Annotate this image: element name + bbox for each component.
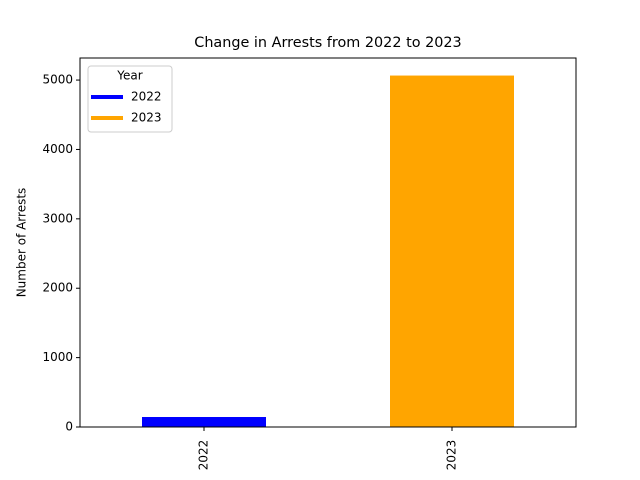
legend-label: 2022 — [131, 90, 162, 104]
legend-title: Year — [116, 69, 142, 83]
x-tick-label: 2023 — [445, 440, 459, 471]
y-tick-label: 2000 — [42, 281, 73, 295]
y-tick-label: 3000 — [42, 211, 73, 225]
bar — [142, 417, 266, 427]
bar — [390, 75, 514, 428]
y-tick-label: 5000 — [42, 73, 73, 87]
x-tick-label: 2022 — [197, 440, 211, 471]
legend-box — [87, 65, 173, 133]
chart-title: Change in Arrests from 2022 to 2023 — [194, 35, 461, 51]
y-axis-label: Number of Arrests — [15, 188, 29, 298]
legend-label: 2023 — [131, 111, 162, 125]
y-tick-label: 0 — [65, 420, 73, 434]
plot-frame — [79, 57, 577, 428]
y-tick-label: 4000 — [42, 142, 73, 156]
y-tick-label: 1000 — [42, 350, 73, 364]
